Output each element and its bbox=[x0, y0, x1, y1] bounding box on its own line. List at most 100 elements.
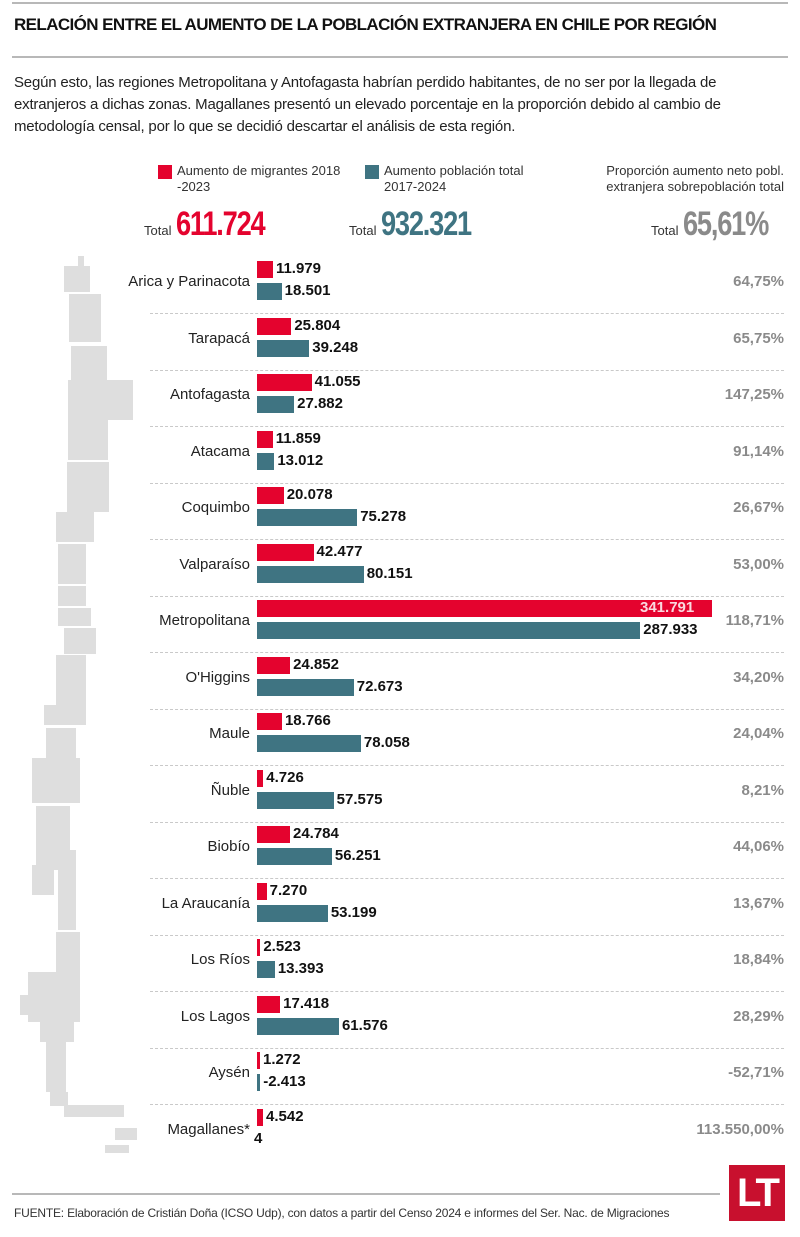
region-label: Los Ríos bbox=[190, 951, 250, 968]
value-label-population: 61.576 bbox=[341, 1016, 388, 1034]
value-label-migrants: 20.078 bbox=[286, 486, 333, 503]
legend-label-proportion: Proporción aumento neto pobl. extranjera… bbox=[606, 163, 784, 194]
legend-proportion: Proporción aumento neto pobl. extranjera… bbox=[588, 163, 784, 195]
bar-migrants bbox=[257, 1108, 264, 1126]
proportion-label: 34,20% bbox=[733, 668, 784, 686]
value-label-population: 75.278 bbox=[360, 508, 407, 525]
value-label-migrants: 11.859 bbox=[275, 429, 321, 447]
value-label-migrants: 24.852 bbox=[293, 655, 339, 673]
proportion-label: 28,29% bbox=[733, 1007, 784, 1025]
chile-map-icon bbox=[20, 256, 137, 1153]
bar-population bbox=[257, 735, 361, 752]
legend-label-population: Aumento población total 2017-2024 bbox=[384, 163, 524, 194]
chart-row: Atacama 11.859 13.012 91,14% bbox=[0, 428, 800, 484]
proportion-label: 113.550,00% bbox=[696, 1120, 784, 1138]
legend-swatch-population bbox=[365, 165, 379, 179]
bar-migrants bbox=[257, 713, 282, 730]
value-label-migrants: 4.542 bbox=[266, 1107, 304, 1125]
value-label-population: 57.575 bbox=[336, 790, 383, 808]
value-label-population: 287.933 bbox=[643, 621, 698, 638]
value-label-migrants: 341.791 bbox=[640, 599, 695, 616]
footer-rule bbox=[12, 1193, 720, 1195]
value-label-population: 27.882 bbox=[297, 395, 343, 412]
source-note: FUENTE: Elaboración de Cristián Doña (IC… bbox=[14, 1206, 670, 1220]
bar-population bbox=[257, 791, 334, 809]
value-label-migrants: 4.726 bbox=[266, 768, 304, 786]
row-separator bbox=[150, 595, 784, 597]
chart-row: Aysén 1.272 -2.413 -52,71% bbox=[0, 1049, 800, 1105]
total-migrants: Total 611.724 bbox=[144, 205, 286, 244]
value-label-population: 78.058 bbox=[363, 734, 410, 751]
total-proportion-label: Total bbox=[651, 223, 679, 238]
total-proportion-value: 65,61% bbox=[682, 205, 769, 243]
proportion-label: 44,06% bbox=[733, 838, 784, 855]
bar-migrants bbox=[257, 600, 712, 617]
bar-migrants bbox=[257, 826, 290, 843]
proportion-label: 18,84% bbox=[733, 951, 784, 968]
intro-text: Según esto, las regiones Metropolitana y… bbox=[14, 74, 721, 135]
region-label: Los Lagos bbox=[180, 1007, 250, 1025]
chart-row: Coquimbo 20.078 75.278 26,67% bbox=[0, 484, 800, 540]
legend-label-migrants: Aumento de migrantes 2018 -2023 bbox=[177, 163, 341, 194]
bar-migrants bbox=[257, 1052, 260, 1069]
row-separator bbox=[150, 426, 784, 427]
row-separator bbox=[150, 765, 784, 766]
row-separator bbox=[150, 313, 784, 314]
row-separator bbox=[150, 1104, 784, 1105]
total-population-value: 932.321 bbox=[380, 205, 472, 243]
bar-population bbox=[257, 396, 295, 413]
row-separator bbox=[150, 1047, 784, 1049]
row-separator bbox=[150, 991, 784, 992]
value-label-population: 56.251 bbox=[334, 847, 381, 864]
bar-migrants bbox=[257, 769, 264, 787]
region-label: Magallanes* bbox=[167, 1120, 250, 1138]
bar-population bbox=[257, 904, 328, 922]
chart-row: La Araucanía 7.270 53.199 13,67% bbox=[0, 880, 800, 936]
chart-row: Arica y Parinacota 11.979 18.501 64,75% bbox=[0, 258, 800, 314]
bar-population bbox=[257, 283, 282, 300]
bar-migrants bbox=[257, 656, 291, 674]
region-label: Metropolitana bbox=[159, 612, 250, 629]
region-label: Antofagasta bbox=[169, 386, 250, 403]
region-label: Aysén bbox=[208, 1064, 250, 1081]
chart-row: Biobío 24.784 56.251 44,06% bbox=[0, 823, 800, 879]
chart-row: O'Higgins 24.852 72.673 34,20% bbox=[0, 654, 800, 710]
region-label: Ñuble bbox=[210, 781, 250, 799]
value-label-population: 13.393 bbox=[277, 960, 324, 977]
value-label-migrants: 24.784 bbox=[292, 825, 339, 842]
row-separator bbox=[150, 878, 784, 879]
region-label: Tarapacá bbox=[188, 329, 250, 347]
bar-population bbox=[257, 565, 364, 583]
region-label: Valparaíso bbox=[179, 555, 250, 573]
lt-logo: LT bbox=[729, 1165, 785, 1221]
bar-migrants bbox=[257, 430, 273, 448]
value-label-migrants: 11.979 bbox=[275, 260, 321, 277]
chart-title: RELACIÓN ENTRE EL AUMENTO DE LA POBLACIÓ… bbox=[14, 15, 717, 34]
chart-row: Antofagasta 41.055 27.882 147,25% bbox=[0, 371, 800, 427]
bar-population bbox=[257, 509, 358, 526]
bar-population bbox=[257, 678, 354, 696]
value-label-population: 39.248 bbox=[312, 338, 359, 356]
value-label-migrants: 18.766 bbox=[284, 712, 331, 729]
proportion-label: 64,75% bbox=[733, 273, 784, 290]
legend-population: Aumento población total 2017-2024 bbox=[365, 163, 554, 195]
row-separator bbox=[150, 482, 784, 484]
bar-population bbox=[257, 1017, 339, 1035]
proportion-label: 118,71% bbox=[725, 612, 784, 629]
value-label-migrants: 17.418 bbox=[283, 994, 330, 1012]
proportion-label: 91,14% bbox=[733, 442, 784, 460]
value-label-population: 72.673 bbox=[356, 677, 403, 695]
proportion-label: 8,21% bbox=[741, 781, 784, 799]
value-label-migrants: 2.523 bbox=[263, 938, 301, 955]
bar-population bbox=[257, 452, 275, 470]
legend-migrants: Aumento de migrantes 2018 -2023 bbox=[158, 163, 357, 195]
row-separator bbox=[150, 652, 784, 653]
bar-population bbox=[257, 1074, 261, 1091]
chart-row: Valparaíso 42.477 80.151 53,00% bbox=[0, 541, 800, 597]
region-label: Biobío bbox=[207, 838, 250, 855]
row-separator bbox=[150, 539, 784, 540]
proportion-label: 147,25% bbox=[724, 386, 784, 403]
title-rule bbox=[12, 56, 788, 58]
bar-population bbox=[257, 848, 332, 865]
legend-swatch-migrants bbox=[158, 165, 172, 179]
